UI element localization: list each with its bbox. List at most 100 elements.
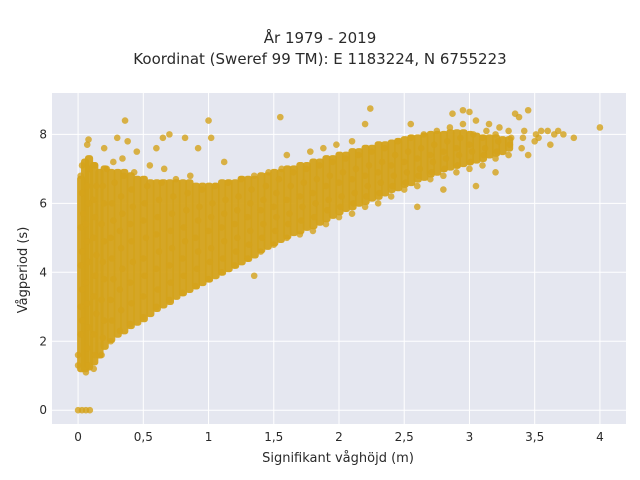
data-point-98 [159, 134, 167, 142]
data-point-109 [167, 279, 175, 286]
data-point-105 [155, 196, 163, 204]
data-point-42 [91, 162, 99, 169]
data-point-133 [198, 186, 206, 193]
data-point-189 [297, 217, 305, 224]
density-band-13 [152, 179, 161, 312]
data-point-158 [250, 272, 258, 280]
data-point-116 [166, 131, 173, 138]
data-point-99 [153, 303, 160, 311]
data-point-100 [154, 286, 161, 293]
data-point-182 [283, 234, 291, 242]
data-point-52 [99, 182, 107, 190]
x-tick-label-7: 3,5 [525, 430, 544, 444]
data-point-295 [496, 124, 503, 131]
data-point-302 [518, 144, 525, 152]
data-point-141 [205, 117, 212, 124]
data-point-199 [313, 175, 321, 183]
data-point-200 [316, 162, 323, 169]
data-point-3 [86, 406, 94, 414]
data-point-280 [466, 141, 473, 149]
data-point-5 [74, 351, 82, 359]
data-point-269 [449, 110, 456, 117]
data-point-191 [296, 193, 304, 200]
data-point-178 [275, 175, 283, 183]
data-point-62 [108, 200, 116, 207]
data-point-146 [218, 224, 225, 231]
data-point-155 [233, 206, 241, 214]
data-point-169 [257, 206, 265, 214]
data-point-212 [335, 179, 343, 186]
data-point-64 [110, 158, 117, 166]
data-point-41 [93, 182, 100, 190]
data-point-35 [90, 293, 98, 300]
data-point-305 [515, 113, 523, 121]
data-point-287 [481, 144, 489, 152]
data-point-103 [153, 231, 160, 238]
data-point-164 [248, 186, 255, 193]
data-point-275 [459, 120, 467, 128]
data-point-31 [90, 365, 98, 373]
data-point-250 [413, 182, 421, 190]
data-point-274 [457, 134, 464, 142]
data-point-118 [194, 144, 202, 152]
data-point-282 [472, 117, 480, 124]
data-point-167 [258, 234, 266, 242]
data-point-180 [276, 113, 284, 121]
data-point-197 [312, 200, 319, 207]
x-tick-label-6: 3 [466, 430, 474, 444]
data-point-245 [400, 158, 408, 166]
density-band-22 [211, 182, 220, 280]
data-point-129 [194, 248, 202, 255]
data-point-284 [472, 182, 480, 190]
data-point-162 [244, 213, 251, 221]
data-point-266 [440, 148, 447, 155]
data-point-237 [389, 182, 396, 190]
data-point-76 [119, 155, 126, 162]
data-point-123 [180, 224, 188, 231]
data-point-272 [455, 151, 463, 159]
data-point-101 [153, 265, 160, 273]
data-point-196 [310, 213, 318, 221]
data-point-125 [184, 189, 191, 197]
data-point-246 [404, 148, 412, 155]
data-point-209 [335, 213, 343, 221]
data-point-317 [554, 127, 562, 135]
data-point-22 [82, 279, 90, 286]
data-point-261 [433, 127, 441, 135]
data-point-61 [110, 217, 117, 224]
x-tick-label-8: 4 [596, 430, 604, 444]
data-point-218 [350, 200, 357, 207]
data-point-85 [128, 186, 135, 193]
data-point-147 [220, 210, 228, 217]
data-point-264 [441, 165, 448, 173]
data-point-270 [453, 169, 460, 176]
data-point-202 [322, 220, 330, 228]
x-axis-label: Signifikant våghöjd (m) [262, 451, 414, 466]
x-tick-label-5: 2,5 [395, 430, 414, 444]
data-point-268 [446, 124, 454, 131]
data-point-238 [390, 172, 398, 180]
data-point-96 [146, 162, 154, 169]
y-tick-label-4: 8 [39, 127, 47, 141]
data-point-163 [246, 200, 254, 207]
data-point-110 [166, 262, 173, 269]
data-point-37 [93, 251, 100, 259]
data-point-73 [119, 210, 126, 217]
data-point-134 [205, 275, 212, 283]
data-point-89 [140, 293, 147, 300]
data-point-124 [183, 206, 190, 214]
data-point-233 [374, 169, 382, 176]
data-point-60 [107, 234, 115, 242]
data-point-207 [329, 158, 336, 166]
data-point-72 [116, 227, 124, 235]
density-band-10 [133, 175, 142, 326]
data-point-34 [93, 310, 100, 317]
data-point-171 [262, 182, 270, 190]
data-point-128 [193, 265, 201, 273]
data-point-292 [493, 148, 501, 155]
data-point-288 [479, 134, 486, 142]
data-point-267 [443, 137, 451, 145]
data-point-67 [116, 327, 124, 335]
data-point-74 [117, 193, 125, 200]
data-point-104 [154, 213, 161, 221]
